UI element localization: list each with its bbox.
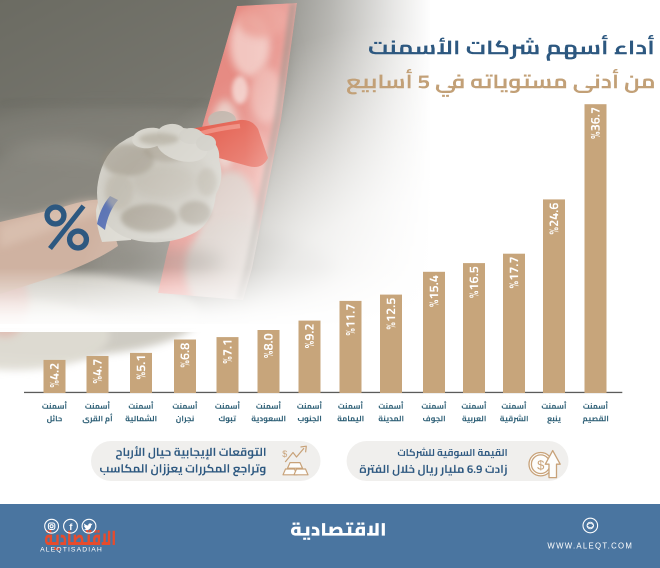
svg-text:WWW.ALEQT.COM: WWW.ALEQT.COM [547, 541, 633, 550]
svg-text:$: $ [282, 449, 287, 459]
svg-text:ALEQTISADIAH: ALEQTISADIAH [40, 546, 103, 553]
svg-text:f: f [69, 522, 73, 533]
svg-text:$: $ [537, 458, 545, 473]
